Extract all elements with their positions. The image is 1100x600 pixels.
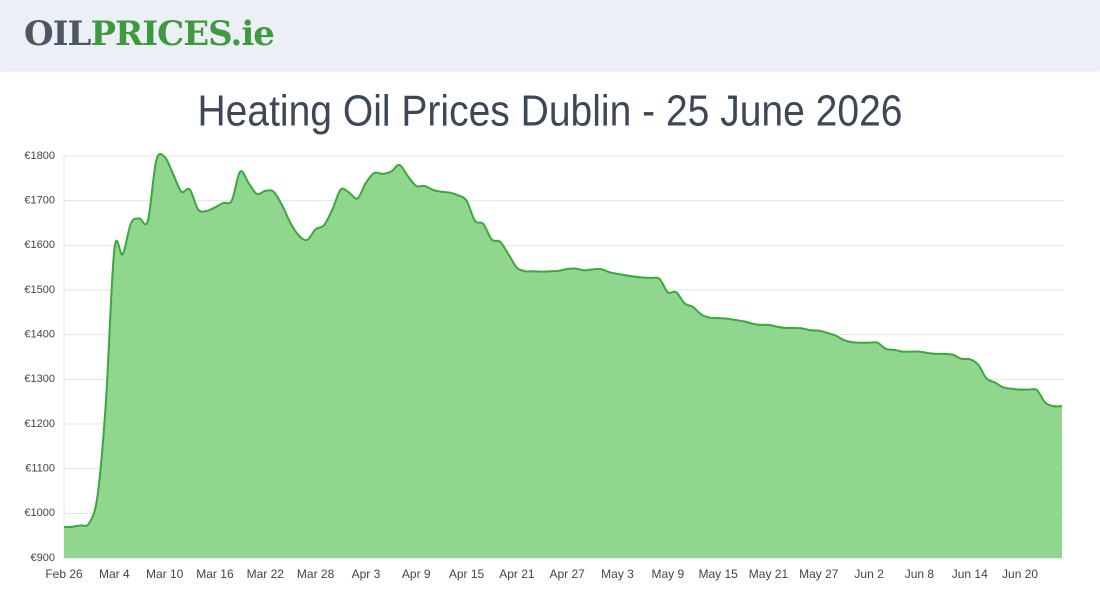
x-tick-label: May 15 — [698, 567, 738, 581]
x-tick-label: Apr 15 — [449, 567, 485, 581]
x-tick-label: Jun 2 — [854, 567, 884, 581]
y-tick-label: €900 — [31, 552, 55, 564]
x-tick-label: May 21 — [749, 567, 789, 581]
x-tick-label: May 27 — [799, 567, 839, 581]
line — [63, 152, 1063, 529]
area — [64, 153, 1062, 559]
y-tick-label: €1800 — [24, 150, 55, 162]
y-tick-label: €1200 — [24, 418, 55, 430]
logo-part: PRICES — [90, 14, 231, 54]
x-tick-label: Feb 26 — [45, 567, 83, 581]
x-tick-label: Jun 20 — [1002, 567, 1038, 581]
y-tick-label: €1100 — [25, 463, 55, 475]
x-tick-label: Mar 16 — [196, 567, 234, 581]
y-tick-label: €1500 — [24, 284, 55, 296]
x-tick-label: Apr 9 — [402, 567, 431, 581]
y-tick-label: €1000 — [24, 507, 55, 519]
logo[interactable]: OILPRICES.ie — [24, 14, 275, 54]
x-tick-label: Apr 21 — [499, 567, 535, 581]
x-tick-label: Mar 10 — [146, 567, 184, 581]
x-tick-label: Jun 14 — [952, 567, 988, 581]
x-tick-label: May 3 — [601, 567, 634, 581]
x-tick-label: Jun 8 — [905, 567, 935, 581]
x-tick-label: May 9 — [651, 567, 684, 581]
header: OILPRICES.ie — [0, 0, 1100, 70]
y-tick-label: €1700 — [24, 195, 55, 207]
x-tick-label: Apr 3 — [352, 567, 381, 581]
x-tick-label: Mar 4 — [99, 567, 130, 581]
x-tick-label: Mar 28 — [297, 567, 335, 581]
x-tick-label: Apr 27 — [550, 567, 586, 581]
x-tick-label: Mar 22 — [247, 567, 285, 581]
y-tick-label: €1400 — [24, 329, 55, 341]
y-tick-label: €1600 — [24, 239, 55, 251]
logo-part: .ie — [230, 14, 274, 54]
y-tick-label: €1300 — [24, 373, 55, 385]
logo-part: OIL — [24, 14, 91, 54]
chart-title: Heating Oil Prices Dublin - 25 June 2026 — [198, 87, 903, 136]
